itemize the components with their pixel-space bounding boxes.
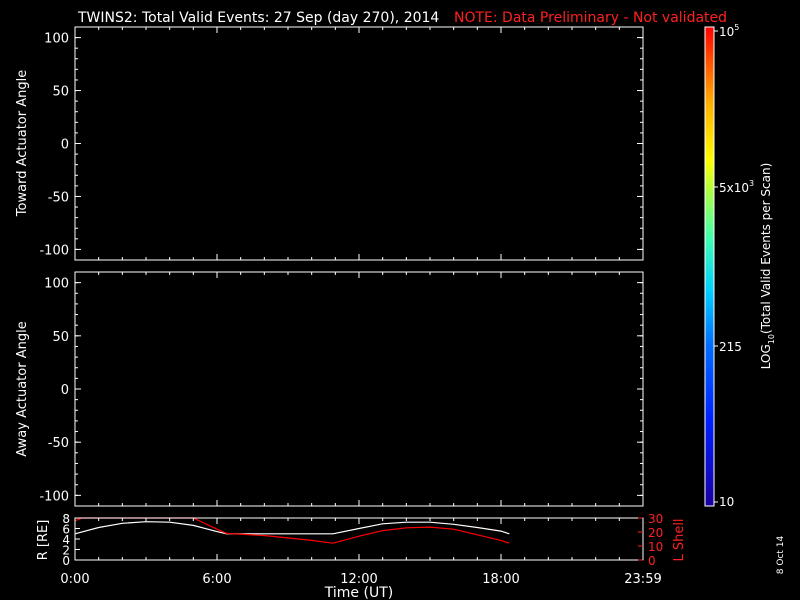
toward-axis: 100 50 0 -50 -100 — [39, 27, 644, 260]
toward-ylabel: Toward Actuator Angle — [15, 70, 30, 217]
radius-line — [74, 521, 510, 535]
toward-ytick-label: 50 — [52, 85, 69, 100]
position-lines — [74, 517, 510, 544]
time-xlabel: Time (UT) — [324, 585, 393, 600]
toward-ytick-label: 100 — [44, 32, 69, 47]
toward-ytick-label: -100 — [39, 243, 69, 258]
away-ytick-label: -50 — [48, 436, 69, 451]
away-panel: 100 50 0 -50 -100 Away Actuator Angle — [15, 271, 644, 507]
time-xtick-label: 6:00 — [202, 572, 231, 587]
lshell-ytick-label: 30 — [648, 512, 663, 526]
toward-ytick-label: -50 — [48, 190, 69, 205]
lshell-ylabel: L Shell — [672, 518, 687, 561]
plot-title: TWINS2: Total Valid Events: 27 Sep (day … — [77, 10, 439, 26]
toward-panel: 100 50 0 -50 -100 Toward Actuator Angle — [15, 26, 644, 261]
colorbar: 105 5x103 215 10 LOG10(Total Valid Event… — [704, 23, 776, 509]
lshell-ytick-label: 0 — [648, 554, 656, 568]
lshell-line — [74, 517, 510, 544]
colorbar-tick-mid: 5x103 — [719, 179, 754, 195]
toward-frame — [74, 26, 644, 261]
time-xtick-label: 23:59 — [624, 572, 661, 587]
away-ytick-label: 0 — [61, 383, 69, 398]
colorbar-tick-top: 105 — [719, 23, 739, 39]
time-xtick-label: 12:00 — [340, 572, 377, 587]
radius-ytick-label: 4 — [62, 533, 70, 547]
colorbar-tick-215: 215 — [719, 340, 742, 354]
away-ylabel: Away Actuator Angle — [15, 321, 30, 456]
radius-ytick-label: 6 — [62, 523, 70, 537]
colorbar-label: LOG10(Total Valid Events per Scan) — [759, 163, 776, 370]
position-frame — [74, 517, 644, 561]
time-xtick-label: 18:00 — [482, 572, 519, 587]
lshell-ytick-label: 10 — [648, 540, 663, 554]
lshell-ytick-label: 20 — [648, 526, 663, 540]
away-frame — [74, 271, 644, 507]
radius-ytick-label: 8 — [62, 512, 70, 526]
toward-ytick-label: 0 — [61, 138, 69, 153]
colorbar-frame — [704, 26, 715, 507]
preliminary-note: NOTE: Data Preliminary - Not validated — [454, 10, 727, 26]
away-ytick-label: 50 — [52, 330, 69, 345]
radius-ytick-label: 0 — [62, 554, 70, 568]
colorbar-tick-bottom: 10 — [719, 495, 734, 509]
time-xtick-label: 0:00 — [60, 572, 89, 587]
radius-ytick-label: 2 — [62, 544, 70, 558]
away-axis: 100 50 0 -50 -100 — [39, 272, 644, 506]
radius-ylabel: R [RE] — [36, 520, 51, 561]
away-ytick-label: 100 — [44, 277, 69, 292]
date-stamp: 8 Oct 14 — [776, 535, 786, 574]
away-ytick-label: -100 — [39, 489, 69, 504]
colorbar-scale — [705, 27, 714, 506]
